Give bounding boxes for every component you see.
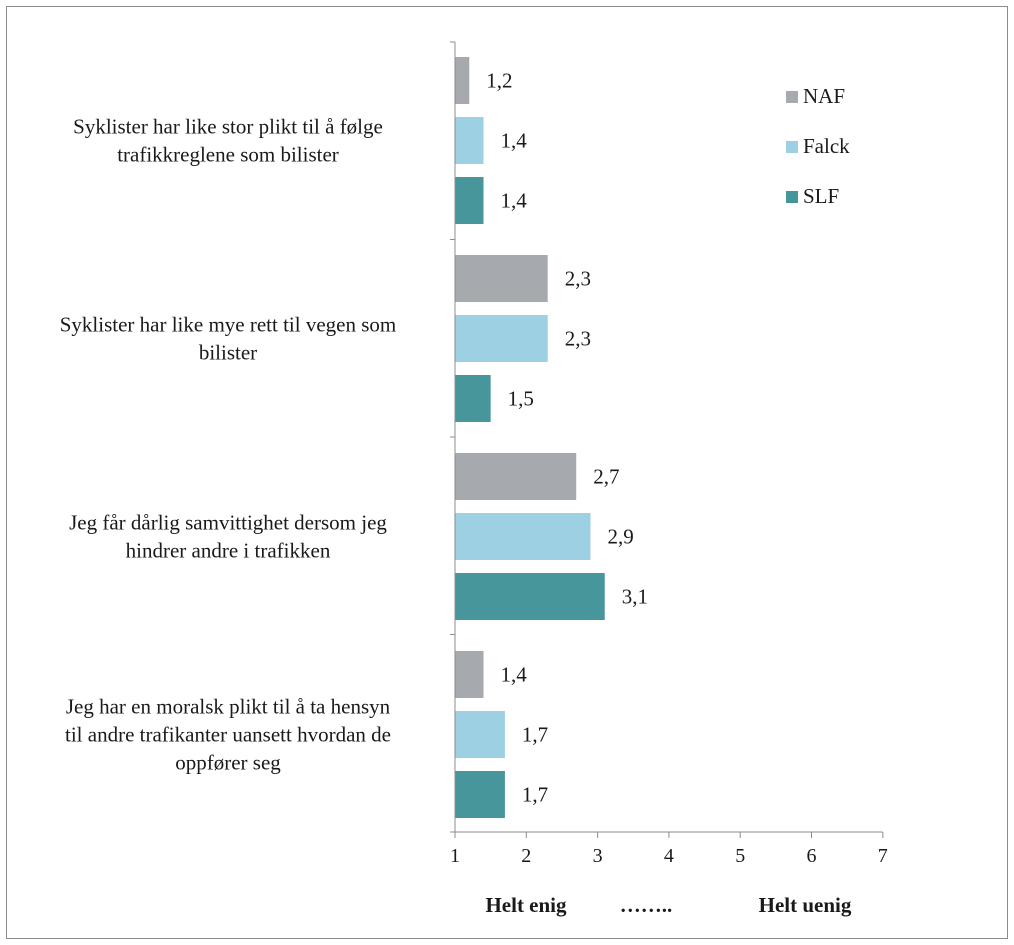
value-label-slf-3: 1,7 [522, 783, 548, 807]
bars [455, 57, 605, 818]
legend-swatch-naf [786, 91, 798, 103]
x-tick-label-3: 3 [593, 845, 603, 867]
bar-naf-3 [455, 651, 484, 698]
x-ticks: 1 2 3 4 5 6 7 [450, 832, 888, 867]
legend-label-slf: SLF [803, 184, 839, 208]
bar-falck-3 [455, 711, 505, 758]
x-tick-label-4: 4 [664, 845, 674, 867]
value-label-naf-2: 2,7 [593, 465, 619, 489]
value-label-slf-0: 1,4 [501, 189, 528, 213]
bar-falck-1 [455, 315, 548, 362]
x-tick-label-5: 5 [735, 845, 745, 867]
value-label-falck-2: 2,9 [607, 525, 633, 549]
bar-slf-0 [455, 177, 484, 224]
legend: NAF Falck SLF [786, 84, 850, 208]
bar-naf-2 [455, 453, 577, 500]
bar-naf-0 [455, 57, 470, 104]
x-tick-label-1: 1 [450, 845, 460, 867]
value-label-falck-3: 1,7 [522, 723, 548, 747]
value-label-naf-1: 2,3 [565, 267, 591, 291]
value-label-naf-0: 1,2 [486, 69, 512, 93]
x-label-left: Helt enig [485, 893, 567, 917]
legend-label-falck: Falck [803, 134, 850, 158]
x-tick-label-6: 6 [807, 845, 817, 867]
x-tick-label-7: 7 [878, 845, 888, 867]
category-label-2: Jeg får dårlig samvittighet dersom jeg hi… [69, 511, 387, 563]
legend-swatch-slf [786, 191, 798, 203]
bar-slf-2 [455, 573, 605, 620]
category-labels: Syklister har like stor plikt til å følg… [60, 115, 397, 775]
value-label-falck-0: 1,4 [501, 129, 528, 153]
value-label-falck-1: 2,3 [565, 327, 591, 351]
category-label-0: Syklister har like stor plikt til å følg… [73, 115, 383, 167]
value-label-slf-2: 3,1 [622, 585, 648, 609]
value-label-naf-3: 1,4 [501, 663, 528, 687]
bar-slf-3 [455, 771, 505, 818]
bar-naf-1 [455, 255, 548, 302]
bar-slf-1 [455, 375, 491, 422]
bar-falck-2 [455, 513, 591, 560]
x-tick-label-2: 2 [521, 845, 531, 867]
value-label-slf-1: 1,5 [508, 387, 534, 411]
legend-label-naf: NAF [803, 84, 845, 108]
legend-swatch-falck [786, 141, 798, 153]
x-label-right: Helt uenig [759, 893, 852, 917]
category-label-1: Syklister har like mye rett til vegen so… [60, 313, 397, 365]
x-label-middle: …….. [620, 893, 673, 917]
bar-falck-0 [455, 117, 484, 164]
value-labels: 1,2 1,4 1,4 2,3 2,3 1,5 2,7 2,9 3,1 1,4 1,7 1,7 [486, 69, 648, 807]
x-axis-label: Helt enig …….. Helt uenig [485, 893, 851, 917]
category-label-3: Jeg har en moralsk plikt til å ta hensyn… [65, 695, 391, 775]
